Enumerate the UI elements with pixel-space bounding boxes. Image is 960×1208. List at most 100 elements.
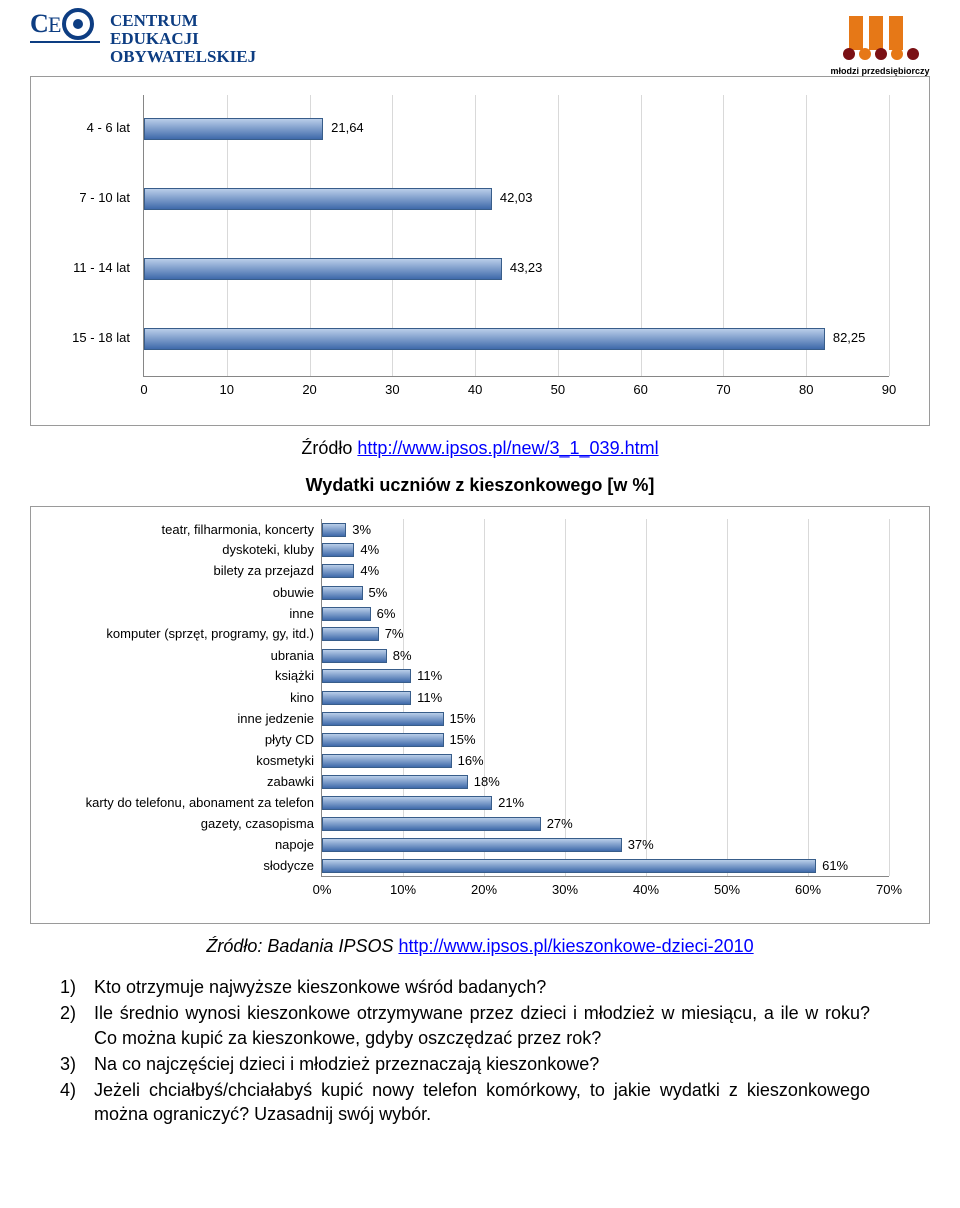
question-item: 1) Kto otrzymuje najwyższe kieszonkowe wś…	[60, 975, 870, 999]
chart2-title: Wydatki uczniów z kieszonkowego [w %]	[0, 475, 960, 496]
chart2-category: komputer (sprzęt, programy, gy, itd.)	[106, 626, 314, 641]
chart1-category: 15 - 18 lat	[72, 330, 130, 345]
chart2-category: bilety za przejazd	[214, 563, 314, 578]
chart2-value: 61%	[822, 858, 848, 873]
chart2-bar	[322, 817, 541, 831]
chart2-xtick: 50%	[714, 882, 740, 897]
question-text: Jeżeli chciałbyś/chciałabyś kupić nowy t…	[94, 1080, 870, 1124]
chart2-bar	[322, 733, 444, 747]
chart2-bar	[322, 627, 379, 641]
chart1-bar	[144, 258, 502, 280]
question-text: Kto otrzymuje najwyższe kieszonkowe wśró…	[94, 977, 546, 997]
logo-caption: młodzi przedsiębiorczy	[830, 66, 930, 76]
chart1-xtick: 80	[799, 382, 813, 397]
header-area: C E CENTRUM EDUKACJI OBYWATELSKIEJ młodz…	[0, 0, 960, 74]
chart2-value: 15%	[450, 711, 476, 726]
chart2-category: napoje	[275, 837, 314, 852]
source1-link[interactable]: http://www.ipsos.pl/new/3_1_039.html	[357, 438, 658, 458]
question-number: 3)	[60, 1052, 76, 1076]
chart2-value: 4%	[360, 563, 379, 578]
chart1-value: 21,64	[331, 120, 364, 135]
chart1-xtick: 30	[385, 382, 399, 397]
chart2-value: 3%	[352, 522, 371, 537]
chart2-value: 4%	[360, 542, 379, 557]
chart2-value: 21%	[498, 795, 524, 810]
question-text: Na co najczęściej dzieci i młodzież prze…	[94, 1054, 599, 1074]
chart2-xtick: 0%	[313, 882, 332, 897]
chart2-value: 15%	[450, 732, 476, 747]
chart2-bar	[322, 586, 363, 600]
chart1-plot-area: 01020304050607080904 - 6 lat21,647 - 10 …	[143, 95, 889, 377]
chart2-category: karty do telefonu, abonament za telefon	[86, 795, 314, 810]
chart2-value: 37%	[628, 837, 654, 852]
chart2-bar	[322, 859, 816, 873]
chart2-value: 7%	[385, 626, 404, 641]
questions-list: 1) Kto otrzymuje najwyższe kieszonkowe wś…	[60, 975, 870, 1127]
chart2-category: książki	[275, 668, 314, 683]
chart1-xtick: 20	[302, 382, 316, 397]
svg-text:E: E	[48, 12, 61, 37]
chart2-category: ubrania	[271, 648, 314, 663]
chart2-xtick: 10%	[390, 882, 416, 897]
chart2-category: teatr, filharmonia, koncerty	[162, 522, 314, 537]
question-number: 2)	[60, 1001, 76, 1025]
chart1-category: 4 - 6 lat	[87, 120, 130, 135]
chart2-value: 8%	[393, 648, 412, 663]
chart2-bar	[322, 691, 411, 705]
chart1-value: 43,23	[510, 260, 543, 275]
chart2-category: gazety, czasopisma	[201, 816, 314, 831]
chart2-bar	[322, 754, 452, 768]
question-item: 2) Ile średnio wynosi kieszonkowe otrzymy…	[60, 1001, 870, 1050]
svg-text:C: C	[30, 9, 49, 38]
chart2-category: słodycze	[263, 858, 314, 873]
chart2-bar	[322, 607, 371, 621]
logo-mlodzi: młodzi przedsiębiorczy	[830, 6, 930, 74]
chart1-bar	[144, 328, 825, 350]
chart2-category: inne jedzenie	[237, 711, 314, 726]
source1-prefix: Źródło	[301, 438, 357, 458]
chart2-bar	[322, 796, 492, 810]
chart2-category: zabawki	[267, 774, 314, 789]
chart2-category: obuwie	[273, 585, 314, 600]
chart1-bar	[144, 188, 492, 210]
source2-link[interactable]: http://www.ipsos.pl/kieszonkowe-dzieci-2…	[398, 936, 753, 956]
chart-spending: 0% 10% 20% 30% 40% 50% 60% 70% teatr, filharmoni…	[30, 506, 930, 924]
svg-text:EDUKACJI: EDUKACJI	[110, 29, 199, 48]
chart2-bar	[322, 564, 354, 578]
question-number: 1)	[60, 975, 76, 999]
chart2-bar	[322, 543, 354, 557]
question-text: Ile średnio wynosi kieszonkowe otrzymywa…	[94, 1003, 870, 1047]
chart2-value: 11%	[417, 668, 442, 683]
chart2-category: dyskoteki, kluby	[222, 542, 314, 557]
chart2-bar	[322, 712, 444, 726]
chart1-xtick: 10	[220, 382, 234, 397]
chart2-bar	[322, 669, 411, 683]
chart2-xtick: 20%	[471, 882, 497, 897]
chart2-xtick: 30%	[552, 882, 578, 897]
source-line-1: Źródło http://www.ipsos.pl/new/3_1_039.h…	[0, 438, 960, 459]
chart2-value: 18%	[474, 774, 500, 789]
chart2-category: kosmetyki	[256, 753, 314, 768]
chart2-xtick: 40%	[633, 882, 659, 897]
chart-age-allowance: 01020304050607080904 - 6 lat21,647 - 10 …	[30, 76, 930, 426]
chart2-bar	[322, 775, 468, 789]
chart2-category: płyty CD	[265, 732, 314, 747]
question-item: 3) Na co najczęściej dzieci i młodzież pr…	[60, 1052, 870, 1076]
chart2-bar	[322, 649, 387, 663]
chart1-xtick: 70	[716, 382, 730, 397]
chart2-value: 27%	[547, 816, 573, 831]
chart2-bar	[322, 523, 346, 537]
chart1-bar	[144, 118, 323, 140]
source-line-2: Źródło: Badania IPSOS http://www.ipsos.p…	[30, 936, 930, 957]
chart2-category: kino	[290, 690, 314, 705]
svg-text:OBYWATELSKIEJ: OBYWATELSKIEJ	[110, 47, 257, 66]
chart2-xtick: 60%	[795, 882, 821, 897]
chart2-value: 16%	[458, 753, 484, 768]
chart1-xtick: 90	[882, 382, 896, 397]
question-number: 4)	[60, 1078, 76, 1102]
chart1-category: 11 - 14 lat	[73, 260, 130, 275]
chart1-value: 82,25	[833, 330, 866, 345]
chart2-plot-area: 0%10%20%30%40%50%60%70%teatr, filharmoni…	[321, 519, 889, 877]
chart2-xtick: 70%	[876, 882, 902, 897]
chart2-value: 6%	[377, 606, 396, 621]
